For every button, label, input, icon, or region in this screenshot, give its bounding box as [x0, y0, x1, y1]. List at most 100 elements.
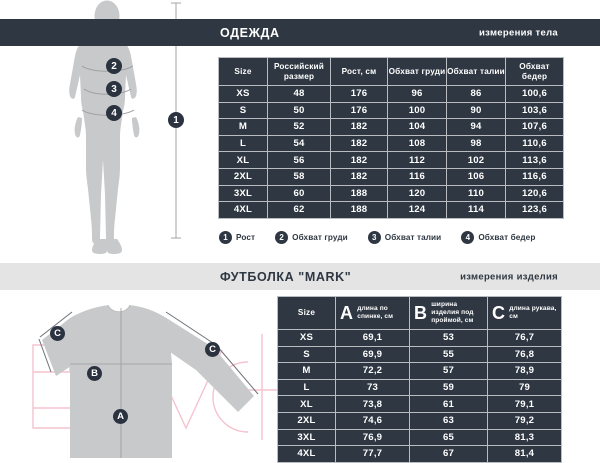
table-header-row: Size Российский размер Рост, см Обхват г… — [219, 58, 563, 85]
cell-hips: 113,6 — [506, 152, 563, 168]
table-row: L 73 59 79 — [278, 379, 561, 396]
table-row: M 72,2 57 78,9 — [278, 363, 561, 379]
cell-hips: 103,6 — [506, 102, 563, 119]
waist-callout: 3 — [106, 81, 122, 97]
callout-marker: B — [91, 368, 98, 379]
letter-c-icon: C — [492, 303, 506, 323]
sleeve-length-callout-right: C — [205, 342, 220, 357]
cell-height: 176 — [331, 102, 387, 119]
hips-callout: 4 — [106, 105, 122, 121]
col-header-sleeve-length-label: длина рукава, см — [509, 304, 557, 320]
cell-height: 182 — [331, 152, 387, 168]
cell-size: 3XL — [219, 185, 267, 202]
table-row: 3XL 60 188 120 110 120,6 — [219, 185, 563, 202]
col-header-size: Size — [219, 58, 267, 85]
cell-size: 4XL — [278, 446, 335, 462]
table-header-row: Size A длина по спинке, см B ширина изде… — [278, 297, 561, 329]
cell-waist: 90 — [447, 102, 505, 119]
cell-length: 69,9 — [336, 346, 409, 363]
cell-height: 176 — [331, 86, 387, 102]
cell-height: 182 — [331, 119, 387, 135]
cell-chest: 124 — [388, 202, 446, 218]
col-header-back-length: A длина по спинке, см — [336, 297, 409, 329]
callout-marker: 1 — [173, 114, 179, 126]
cell-length: 73,8 — [336, 396, 409, 412]
col-header-waist: Обхват талии — [447, 58, 505, 85]
cell-length: 74,6 — [336, 412, 409, 429]
table-row: S 50 176 100 90 103,6 — [219, 102, 563, 119]
cell-size: M — [219, 119, 267, 135]
cell-sleeve: 79,2 — [488, 412, 561, 429]
cell-chest: 96 — [388, 86, 446, 102]
cell-ru: 48 — [268, 86, 330, 102]
cell-ru: 52 — [268, 119, 330, 135]
cell-size: M — [278, 363, 335, 379]
callout-marker: 3 — [111, 83, 117, 95]
cell-size: 4XL — [219, 202, 267, 218]
cell-waist: 86 — [447, 86, 505, 102]
cell-hips: 107,6 — [506, 119, 563, 135]
cell-length: 73 — [336, 379, 409, 396]
col-header-chest: Обхват груди — [388, 58, 446, 85]
cell-height: 188 — [331, 202, 387, 218]
shirt-diagram-svg — [32, 304, 278, 458]
cell-ru: 60 — [268, 185, 330, 202]
table-row: S 69,9 55 76,8 — [278, 346, 561, 363]
garment-shape — [42, 304, 254, 458]
cell-hips: 110,6 — [506, 135, 563, 152]
body-measurements-table: Size Российский размер Рост, см Обхват г… — [218, 57, 564, 219]
cell-size: XL — [219, 152, 267, 168]
cell-waist: 106 — [447, 168, 505, 185]
cell-width: 55 — [410, 346, 487, 363]
cell-ru: 54 — [268, 135, 330, 152]
legend-item-height: 1 Рост — [219, 230, 255, 244]
cell-chest: 116 — [388, 168, 446, 185]
callout-marker: 4 — [111, 107, 117, 119]
cell-sleeve: 78,9 — [488, 363, 561, 379]
cell-height: 182 — [331, 168, 387, 185]
cell-chest: 100 — [388, 102, 446, 119]
cell-size: 2XL — [278, 412, 335, 429]
sleeve-length-callout-left: C — [50, 326, 65, 341]
cell-hips: 100,6 — [506, 86, 563, 102]
cell-sleeve: 81,4 — [488, 446, 561, 462]
legend-label-waist: Обхват талии — [384, 232, 442, 242]
callout-marker: C — [209, 344, 216, 355]
cell-waist: 102 — [447, 152, 505, 168]
legend-label-chest: Обхват груди — [292, 232, 348, 242]
cell-length: 72,2 — [336, 363, 409, 379]
product-measurements-table-body: XS 69,1 53 76,7 S 69,9 55 76,8 M 72,2 57… — [278, 330, 561, 462]
cell-sleeve: 81,3 — [488, 429, 561, 446]
callout-marker: 2 — [111, 60, 117, 72]
cell-ru: 56 — [268, 152, 330, 168]
cell-ru: 58 — [268, 168, 330, 185]
table-row: XL 73,8 61 79,1 — [278, 396, 561, 412]
cell-chest: 108 — [388, 135, 446, 152]
product-measurements-table: Size A длина по спинке, см B ширина изде… — [277, 296, 562, 463]
cell-chest: 120 — [388, 185, 446, 202]
table-row: 4XL 77,7 67 81,4 — [278, 446, 561, 462]
body-measurements-subtitle: измерения тела — [479, 27, 558, 38]
cell-sleeve: 79 — [488, 379, 561, 396]
body-measurements-section: 1 2 3 4 ОДЕЖДА измерения тела Size Росси… — [0, 0, 600, 254]
cell-width: 57 — [410, 363, 487, 379]
cell-sleeve: 79,1 — [488, 396, 561, 412]
cell-size: 3XL — [278, 429, 335, 446]
cell-width: 53 — [410, 330, 487, 346]
legend-label-hips: Обхват бедер — [478, 232, 536, 242]
col-header-hips: Обхват бедер — [506, 58, 563, 85]
legend-marker-1-icon: 1 — [219, 230, 232, 244]
cell-hips: 123,6 — [506, 202, 563, 218]
cell-sleeve: 76,8 — [488, 346, 561, 363]
cell-length: 76,9 — [336, 429, 409, 446]
shirt-diagram: C C B A — [0, 290, 278, 458]
legend-item-hips: 4 Обхват бедер — [461, 230, 536, 244]
table-row: 3XL 76,9 65 81,3 — [278, 429, 561, 446]
product-header-bar: ФУТБОЛКА "MARK" измерения изделия — [0, 263, 600, 290]
cell-width: 59 — [410, 379, 487, 396]
cell-ru: 62 — [268, 202, 330, 218]
cell-waist: 114 — [447, 202, 505, 218]
letter-b-icon: B — [414, 302, 428, 323]
cell-waist: 110 — [447, 185, 505, 202]
cell-size: XL — [278, 396, 335, 412]
